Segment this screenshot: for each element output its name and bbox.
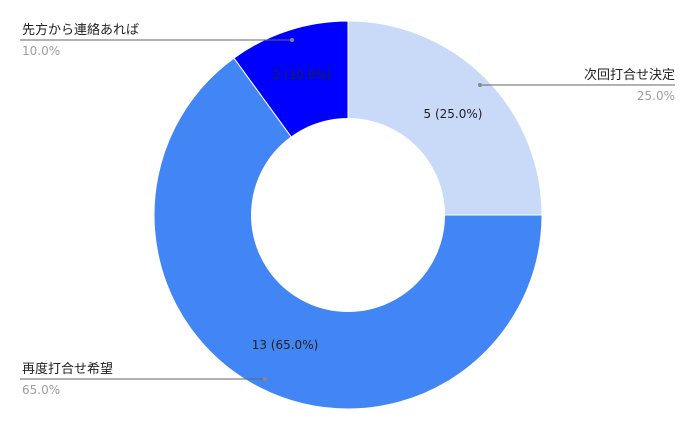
slice-data-label-1: 13 (65.0%) [252, 338, 319, 352]
donut-hole-group [251, 118, 445, 312]
percent-label-2: 10.0% [22, 44, 60, 58]
leader-dot-2 [290, 38, 294, 42]
leader-dot-1 [263, 377, 267, 381]
leader-lines-group [20, 38, 675, 381]
leader-dot-0 [478, 83, 482, 87]
category-label-0: 次回打合せ決定 [584, 67, 675, 83]
category-label-2: 先方から連絡あれば [22, 22, 139, 38]
percent-label-1: 65.0% [22, 383, 60, 397]
slice-data-label-2: 2 (10.0%) [273, 68, 332, 82]
percent-label-0: 25.0% [637, 89, 675, 103]
category-label-1: 再度打合せ希望 [22, 361, 113, 377]
slice-data-label-0: 5 (25.0%) [424, 107, 483, 121]
donut-hole [251, 118, 445, 312]
labels-group: 5 (25.0%) 次回打合せ決定 25.0% 13 (65.0%) 再度打合せ希望 65… [22, 22, 675, 397]
